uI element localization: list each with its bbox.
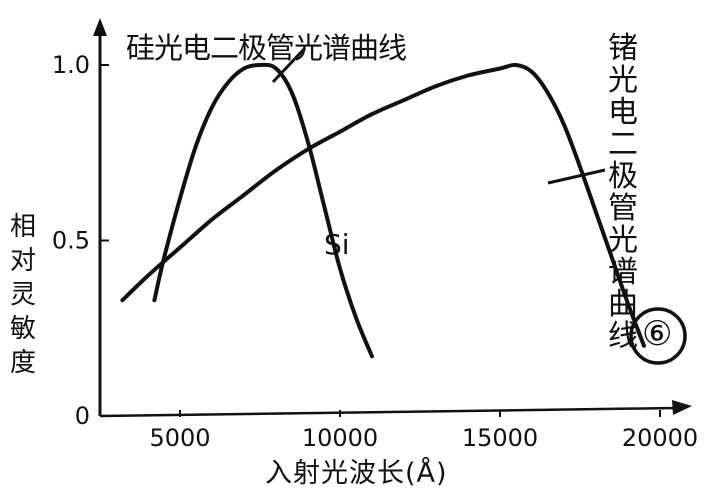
series-line-si xyxy=(152,62,374,359)
series-line-ge xyxy=(120,62,646,348)
ge-series-label: 锗光电二极管光谱曲线 xyxy=(608,31,638,354)
axes xyxy=(93,18,692,418)
x-tick-label-0: 5000 xyxy=(149,424,210,452)
figure-number-circle-icon xyxy=(629,307,687,365)
si-annotation: Si xyxy=(324,228,350,261)
figure-number-badge xyxy=(629,307,687,365)
y-axis-arrow-icon xyxy=(93,18,107,36)
si-label-leader-line xyxy=(271,46,307,84)
x-tick-label-2: 15000 xyxy=(462,424,538,452)
x-axis-label: 入射光波长(Å) xyxy=(265,458,448,489)
label-leaders xyxy=(271,46,606,185)
y-tick-label-2: 1.0 xyxy=(52,51,90,79)
y-tick-label-0: 0 xyxy=(75,402,90,430)
x-axis-line xyxy=(99,406,677,418)
y-tick-label-1: 0.5 xyxy=(52,227,90,255)
figure-number: ⑥ xyxy=(642,314,673,354)
si-series-label: 硅光电二极管光谱曲线 xyxy=(126,31,407,65)
ge-label-leader-line xyxy=(547,168,606,185)
x-tick-label-1: 10000 xyxy=(302,424,378,452)
data-series xyxy=(120,62,646,359)
y-axis-label: 相对灵敏度 xyxy=(9,212,36,378)
x-tick-label-3: 20000 xyxy=(622,424,698,452)
x-axis-arrow-icon xyxy=(672,400,692,415)
axis-ticks: 5000 10000 15000 20000 0 0.5 1.0 xyxy=(52,51,698,452)
